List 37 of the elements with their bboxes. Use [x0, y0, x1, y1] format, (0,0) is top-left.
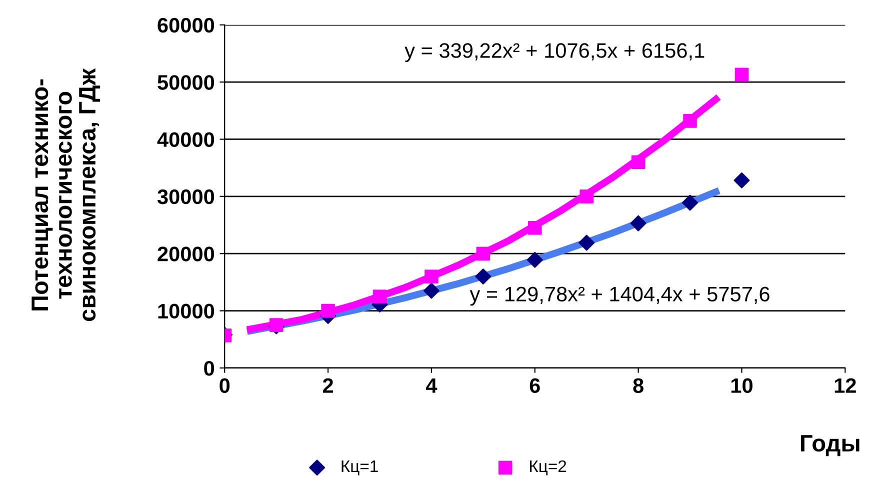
x-tick-label: 0	[220, 378, 230, 393]
point	[683, 114, 697, 128]
x-tick-label: 10	[731, 378, 752, 393]
point	[580, 190, 594, 204]
y-tick-label: 20000	[158, 246, 214, 262]
point	[682, 194, 698, 211]
legend-label: Кц=1	[342, 460, 378, 476]
y-tick-label: 0	[204, 360, 214, 376]
point	[734, 172, 750, 188]
x-tick-label: 2	[322, 378, 333, 393]
x-tick-label: 8	[633, 378, 644, 393]
x-tick-label: 12	[834, 378, 856, 393]
point	[526, 252, 543, 268]
point	[269, 318, 284, 332]
x-axis-title: Годы	[801, 435, 860, 456]
point	[630, 215, 646, 232]
x-tick-label: 6	[530, 378, 540, 393]
y-tick-label: 30000	[157, 189, 214, 204]
point	[475, 268, 492, 284]
y-tick-label: 60000	[158, 18, 214, 33]
point	[631, 155, 646, 170]
y-tick-label: 50000	[158, 75, 214, 90]
y-tick-label: 10000	[158, 304, 214, 319]
point	[372, 290, 387, 304]
legend-label: Кц=2	[530, 460, 566, 476]
annotation: y = 129,78x² + 1404,4x + 5757,6	[470, 286, 770, 306]
point	[424, 270, 438, 284]
y-tick-label: 40000	[157, 132, 214, 147]
point	[578, 234, 595, 251]
point	[476, 246, 490, 261]
y-axis-title: Потенциал технико- технологического свинокомплекса, ГДж	[32, 68, 100, 322]
x-tick-label: 4	[426, 378, 438, 393]
point	[528, 220, 542, 235]
point	[734, 68, 749, 82]
point	[321, 304, 335, 318]
point	[423, 282, 440, 299]
annotation: y = 339,22x² + 1076,5x + 6156,1	[404, 43, 704, 62]
